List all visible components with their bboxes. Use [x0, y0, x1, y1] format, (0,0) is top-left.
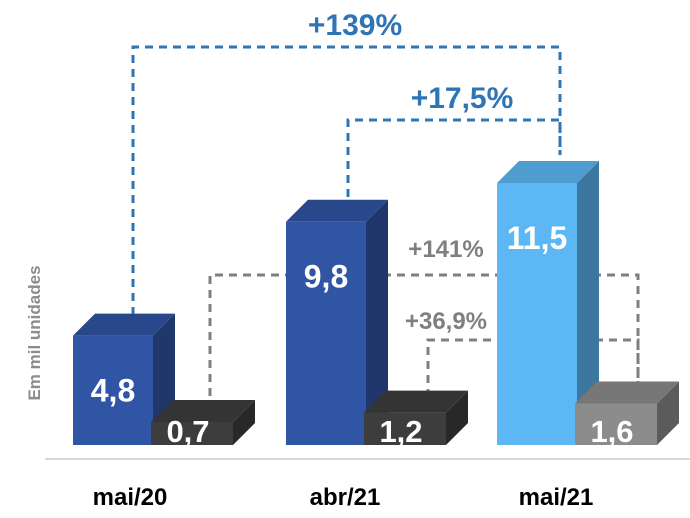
bar-sub-1-top [364, 390, 468, 413]
bar-sub-1-side [446, 390, 468, 445]
annotation-36-9: +36,9% [405, 308, 487, 335]
bar-sub-label-2: 1,6 [590, 414, 633, 449]
bar-main-1-top [286, 199, 388, 222]
annotation-17-5: +17,5% [411, 82, 514, 115]
bar-main-label-0: 4,8 [91, 373, 135, 409]
connector-139 [131, 45, 562, 315]
bar-main-1 [286, 221, 366, 445]
category-label-0: mai/20 [93, 484, 168, 511]
bar-main-label-1: 9,8 [304, 259, 348, 295]
bar-main-label-2: 11,5 [507, 220, 568, 256]
y-axis-label: Em mil unidades [25, 265, 44, 400]
bar-sub-2 [575, 403, 657, 445]
bar-sub-label-0: 0,7 [166, 414, 209, 449]
category-label-1: abr/21 [310, 484, 381, 511]
bar-main-2 [497, 183, 577, 445]
category-label-2: mai/21 [519, 484, 594, 511]
bar-main-2-side [577, 161, 599, 445]
annotation-139: +139% [308, 9, 402, 42]
bar-main-1-side [366, 199, 388, 445]
bar-sub-2-side [657, 381, 679, 445]
bar-sub-1 [364, 412, 446, 445]
bar-sub-0-side [233, 400, 255, 445]
bar-sub-0 [151, 422, 233, 445]
bar-sub-label-1: 1,2 [379, 414, 422, 449]
bar-main-2-top [497, 161, 599, 183]
bar-main-0 [73, 335, 153, 445]
connector-141 [208, 273, 640, 410]
bar-main-0-top [73, 313, 175, 336]
annotation-141: +141% [408, 236, 483, 263]
bar-sub-0-top [151, 400, 255, 422]
connector-17-5 [346, 118, 562, 197]
bars: 4,8 0,7 9,8 1,2 11,5 1,6 [73, 161, 679, 449]
bar-sub-2-top [575, 381, 679, 404]
